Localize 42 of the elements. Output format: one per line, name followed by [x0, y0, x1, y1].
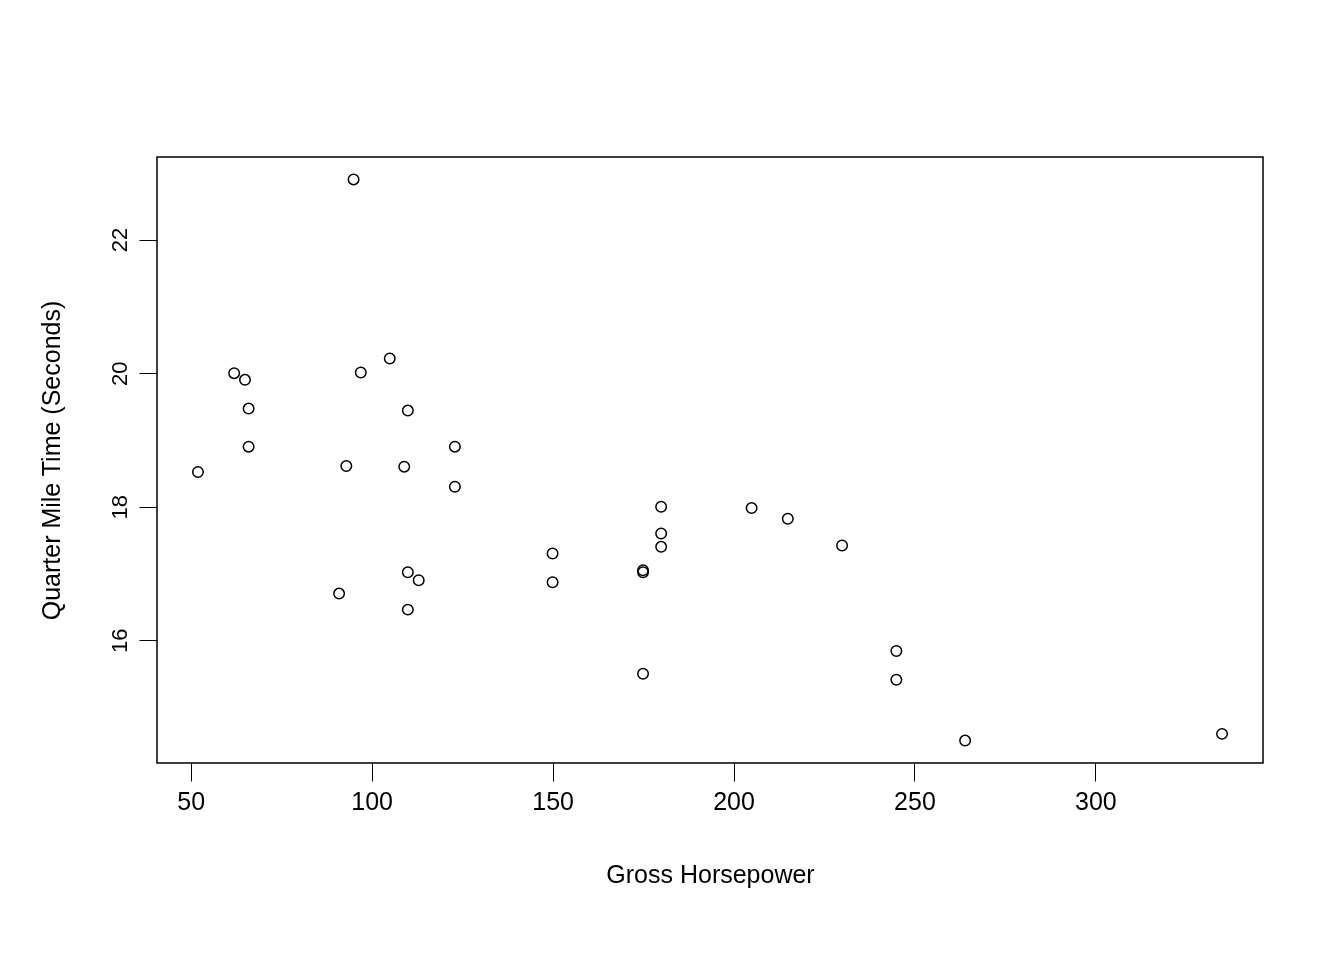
point [890, 673, 903, 686]
point [745, 502, 758, 515]
point [401, 404, 414, 417]
point [448, 440, 461, 453]
x-tick-label: 100 [351, 786, 394, 815]
point [655, 527, 668, 540]
y-tick-label: 18 [106, 495, 132, 520]
point [890, 645, 903, 658]
point [546, 576, 559, 589]
point [412, 574, 425, 587]
x-tick-label: 300 [1075, 786, 1117, 815]
y-tick-label: 16 [106, 628, 132, 654]
point [242, 402, 255, 415]
point [239, 373, 251, 386]
x-tick-label: 150 [532, 786, 574, 815]
point [448, 480, 461, 493]
point [655, 500, 668, 513]
point [228, 367, 241, 380]
x-tick-label: 250 [894, 786, 936, 815]
y-axis-title: Quarter Mile Time (Seconds) [36, 300, 65, 621]
point [398, 460, 411, 473]
x-tick-label: 200 [713, 786, 755, 815]
point [655, 540, 668, 553]
point [781, 512, 794, 525]
point [347, 173, 360, 186]
point [637, 667, 650, 680]
point [401, 566, 414, 579]
point [191, 466, 204, 479]
point [333, 587, 346, 600]
point [340, 460, 353, 472]
x-tick-label: 50 [177, 786, 206, 815]
point [242, 440, 255, 453]
y-tick-label: 22 [106, 227, 132, 253]
x-axis-title: Gross Horsepower [606, 859, 815, 888]
point [836, 539, 849, 552]
point [959, 734, 972, 747]
y-tick-label: 20 [106, 361, 132, 386]
point [401, 603, 414, 616]
point [546, 547, 559, 560]
point [1216, 727, 1229, 740]
point [354, 366, 367, 379]
point [383, 352, 396, 365]
